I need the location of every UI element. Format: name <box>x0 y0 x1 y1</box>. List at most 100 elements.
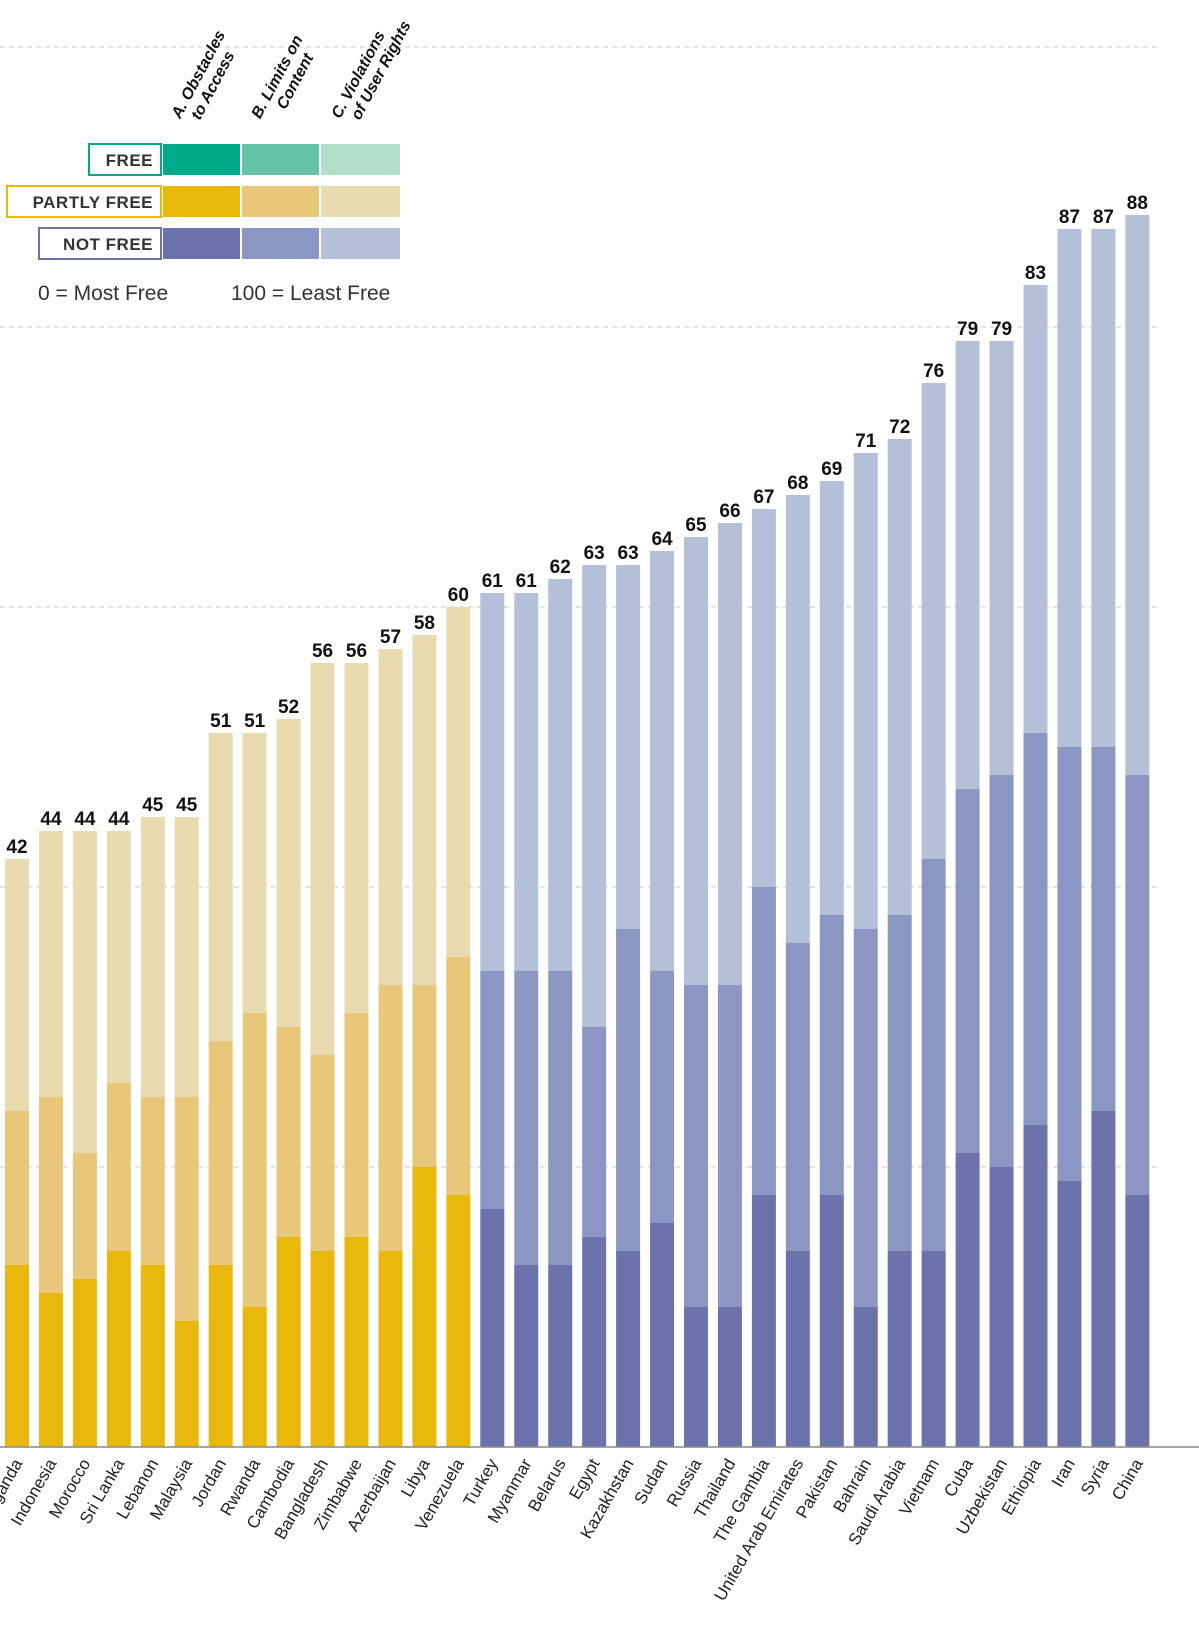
total-label-pakistan: 69 <box>821 459 842 480</box>
bar-vietnam-limits <box>921 859 946 1251</box>
total-label-cambodia: 52 <box>278 697 299 718</box>
bar-pakistan-limits <box>819 915 844 1195</box>
total-label-kazakhstan: 63 <box>618 543 639 564</box>
bar-ethiopia-obstacles <box>1023 1125 1048 1447</box>
bar-cuba-obstacles <box>955 1153 980 1447</box>
legend: A. Obstacles to Access B. Limits on Cont… <box>6 18 415 305</box>
bar-united-arab-emirates-limits <box>785 943 810 1251</box>
total-label-belarus: 62 <box>550 557 571 578</box>
legend-status-box-partly-free <box>6 185 162 218</box>
bar-egypt-limits <box>582 1027 607 1237</box>
x-label-iran: Iran <box>1048 1456 1079 1491</box>
total-label-ethiopia: 83 <box>1025 263 1046 284</box>
total-label-myanmar: 61 <box>516 571 538 592</box>
legend-swatch-not-free-a <box>163 228 240 259</box>
total-label-iran: 87 <box>1059 207 1080 228</box>
legend-status-box-not-free <box>38 227 162 260</box>
bar-cambodia-obstacles <box>276 1237 301 1447</box>
bar-sri-lanka-obstacles <box>106 1251 131 1447</box>
bar-vietnam-violations <box>921 383 946 859</box>
bar-belarus-obstacles <box>548 1265 573 1447</box>
bar-turkey-violations <box>480 593 505 971</box>
bar-indonesia-violations <box>38 831 63 1097</box>
bar-saudi-arabia-obstacles <box>887 1251 912 1447</box>
bar-bahrain-limits <box>853 929 878 1307</box>
bar-jordan-violations <box>208 733 233 1041</box>
bar-morocco-obstacles <box>72 1279 97 1447</box>
x-label-china: China <box>1108 1455 1147 1503</box>
total-label-thailand: 66 <box>719 501 740 522</box>
total-label-jordan: 51 <box>210 711 232 732</box>
bar-russia-violations <box>684 537 708 985</box>
bar-iran-violations <box>1057 229 1082 747</box>
total-label-bahrain: 71 <box>855 431 877 452</box>
bar-uzbekistan-limits <box>989 775 1014 1167</box>
bar-rwanda-violations <box>242 733 267 1013</box>
bar-kazakhstan-limits <box>616 929 641 1251</box>
bar-uzbekistan-violations <box>989 341 1014 775</box>
bar-kazakhstan-obstacles <box>616 1251 641 1447</box>
bar-libya-violations <box>412 635 437 985</box>
bar-indonesia-limits <box>38 1097 63 1293</box>
bar-libya-limits <box>412 985 437 1167</box>
total-label-cuba: 79 <box>957 319 978 340</box>
bar-kazakhstan-violations <box>616 565 641 929</box>
bar-united-arab-emirates-violations <box>785 495 810 943</box>
bar-bangladesh-obstacles <box>310 1251 335 1447</box>
total-label-saudi-arabia: 72 <box>889 417 910 438</box>
bar-the-gambia-obstacles <box>751 1195 776 1447</box>
legend-header-a: A. Obstacles to Access <box>168 28 238 123</box>
total-label-the-gambia: 67 <box>753 487 774 508</box>
bar-bangladesh-limits <box>310 1055 335 1251</box>
bar-lebanon-obstacles <box>140 1265 165 1447</box>
legend-header-c: C. Violations of User Rights <box>329 18 415 123</box>
bar-zimbabwe-limits <box>344 1013 369 1237</box>
bar-thailand-limits <box>717 985 742 1307</box>
bar-lebanon-violations <box>140 817 165 1097</box>
total-label-uzbekistan: 79 <box>991 319 1012 340</box>
scale-min-note: 0 = Most Free <box>38 282 168 305</box>
x-label-syria: Syria <box>1077 1455 1113 1499</box>
total-label-uganda: 42 <box>6 837 27 858</box>
bar-iran-limits <box>1057 747 1082 1181</box>
bar-zimbabwe-obstacles <box>344 1237 369 1447</box>
bar-russia-obstacles <box>684 1307 708 1447</box>
bar-sudan-limits <box>650 971 675 1223</box>
bar-malaysia-violations <box>174 817 199 1097</box>
bar-morocco-violations <box>72 831 97 1153</box>
total-label-sri-lanka: 44 <box>108 809 130 830</box>
bar-rwanda-limits <box>242 1013 267 1307</box>
total-label-vietnam: 76 <box>923 361 944 382</box>
total-label-rwanda: 51 <box>244 711 266 732</box>
bar-sri-lanka-violations <box>106 831 131 1083</box>
bar-uganda-obstacles <box>5 1265 29 1447</box>
bar-belarus-violations <box>548 579 573 971</box>
total-label-morocco: 44 <box>74 809 96 830</box>
total-label-bangladesh: 56 <box>312 641 333 662</box>
legend-header-b: B. Limits on Content <box>249 32 318 121</box>
bar-saudi-arabia-limits <box>887 915 912 1251</box>
legend-swatch-free-b <box>242 144 319 175</box>
scale-max-note: 100 = Least Free <box>231 282 390 305</box>
legend-swatch-free-a <box>163 144 240 175</box>
bar-vietnam-obstacles <box>921 1251 946 1447</box>
bar-russia-limits <box>684 985 708 1307</box>
bar-jordan-limits <box>208 1041 233 1265</box>
legend-swatch-free-c <box>321 144 400 175</box>
total-label-azerbaijan: 57 <box>380 627 401 648</box>
total-label-syria: 87 <box>1093 207 1114 228</box>
bar-bahrain-violations <box>853 453 878 929</box>
total-label-libya: 58 <box>414 613 435 634</box>
bar-pakistan-violations <box>819 481 844 915</box>
total-label-united-arab-emirates: 68 <box>787 473 808 494</box>
bar-bahrain-obstacles <box>853 1307 878 1447</box>
bar-syria-obstacles <box>1091 1111 1116 1447</box>
bar-rwanda-obstacles <box>242 1307 267 1447</box>
legend-status-free: FREE <box>106 151 153 170</box>
total-label-malaysia: 45 <box>176 795 198 816</box>
total-label-russia: 65 <box>685 515 707 536</box>
bar-uganda-violations <box>5 859 29 1111</box>
legend-status-partly-free: PARTLY FREE <box>33 193 153 212</box>
legend-swatch-partly-free-c <box>321 186 400 217</box>
